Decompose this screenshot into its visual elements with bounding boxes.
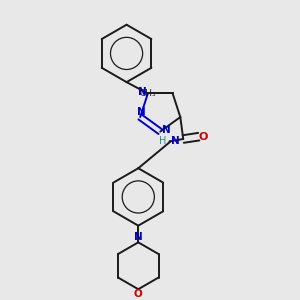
Text: H: H [159,136,166,146]
Text: CH₃: CH₃ [139,89,156,98]
Text: N: N [134,232,143,242]
Text: N: N [162,125,171,136]
Text: O: O [134,290,143,299]
Text: N: N [171,136,179,146]
Text: N: N [137,107,146,117]
Text: O: O [198,132,208,142]
Text: N: N [138,87,147,97]
